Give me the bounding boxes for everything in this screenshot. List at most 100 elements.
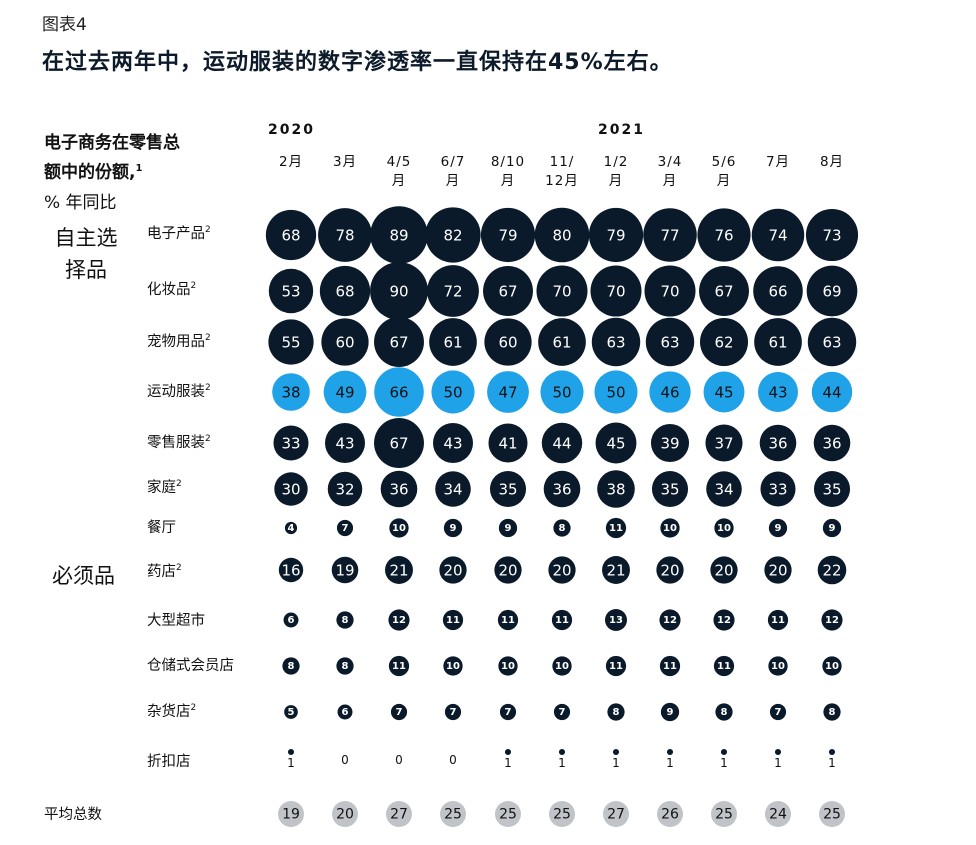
data-bubble-label: 53 — [281, 283, 300, 301]
data-bubble — [282, 657, 300, 675]
average-bubble — [657, 801, 683, 827]
data-bubble — [759, 424, 797, 462]
highlight-bubble — [540, 370, 584, 414]
data-bubble-label: 1 — [720, 756, 728, 770]
year-label-2020: 2020 — [268, 122, 315, 138]
data-bubble-label: 19 — [335, 562, 354, 580]
highlight-bubble-label: 50 — [552, 384, 571, 402]
average-bubble — [549, 801, 575, 827]
data-bubble — [498, 518, 518, 538]
period-label-line2: 月 — [662, 173, 678, 189]
data-bubble-label: 1 — [287, 756, 295, 770]
highlight-bubble-label: 38 — [281, 384, 300, 402]
data-bubble — [602, 556, 630, 584]
period-label-line1: 4/5 — [386, 154, 412, 170]
data-bubble — [822, 518, 842, 538]
data-bubble-label: 13 — [609, 615, 623, 626]
chart-headline: 在过去两年中，运动服装的数字渗透率一直保持在45%左右。 — [42, 50, 673, 75]
data-bubble — [439, 556, 467, 584]
data-bubble — [480, 207, 536, 263]
metric-label-footnote: 1 — [135, 163, 143, 174]
data-bubble-label: 20 — [443, 562, 462, 580]
period-label: 4/5 月 — [373, 153, 425, 191]
data-bubble-label: 30 — [281, 481, 300, 499]
data-bubble-label: 1 — [774, 756, 782, 770]
data-bubble — [558, 748, 566, 756]
period-label-line2: 月 — [500, 173, 516, 189]
metric-label-line2: 额中的份额,1 — [44, 162, 143, 183]
data-bubble — [331, 556, 359, 584]
data-bubble — [644, 265, 696, 317]
data-bubble — [553, 703, 571, 721]
metric-label-line1: 电子商务在零售总 — [44, 133, 180, 153]
data-bubble-label: 63 — [606, 334, 625, 352]
data-bubble — [541, 422, 583, 464]
data-bubble — [337, 704, 353, 720]
data-bubble-label: 11 — [609, 523, 623, 534]
row-label-footnote: 2 — [190, 281, 197, 292]
row-label: 零售服装2 — [147, 431, 211, 452]
data-bubble-label: 8 — [721, 707, 728, 718]
period-label-line1: 3/4 — [657, 154, 683, 170]
data-bubble — [813, 424, 851, 462]
row-label: 仓储式会员店 — [147, 654, 234, 675]
data-bubble — [283, 612, 299, 628]
data-bubble-label: 1 — [558, 756, 566, 770]
data-bubble-label: 11 — [717, 661, 731, 672]
data-bubble-label: 8 — [288, 661, 295, 672]
data-bubble — [660, 518, 680, 538]
row-label-text: 杂货店 — [147, 704, 191, 720]
data-bubble — [821, 609, 843, 631]
data-bubble — [666, 748, 674, 756]
period-label: 2月 — [265, 153, 317, 172]
data-bubble-label: 1 — [504, 756, 512, 770]
period-label-line1: 1/2 — [603, 154, 629, 170]
data-bubble-label: 20 — [660, 562, 679, 580]
average-bubble-label: 25 — [444, 807, 462, 823]
data-bubble — [388, 609, 410, 631]
data-bubble-label: 9 — [667, 707, 674, 718]
data-bubble — [774, 748, 782, 756]
highlight-bubble — [649, 371, 691, 413]
row-label-footnote: 2 — [205, 225, 211, 236]
data-bubble — [699, 266, 749, 316]
average-bubble-label: 27 — [390, 807, 408, 823]
row-label: 杂货店2 — [147, 700, 196, 721]
data-bubble-label: 39 — [660, 435, 679, 453]
data-bubble-label: 89 — [389, 227, 408, 245]
data-bubble — [643, 208, 697, 262]
highlight-bubble — [757, 371, 799, 413]
period-label-line1: 6/7 — [440, 154, 466, 170]
data-bubble-label: 10 — [501, 661, 515, 672]
data-bubble — [660, 702, 680, 722]
group-label-discretionary: 自主选择品 — [54, 226, 118, 282]
data-bubble — [543, 470, 581, 508]
row-label-footnote: 2 — [205, 383, 211, 394]
period-label-line2: 月 — [608, 173, 624, 189]
data-bubble — [715, 703, 733, 721]
data-bubble — [823, 703, 841, 721]
data-bubble-label: 21 — [606, 562, 625, 580]
data-bubble — [278, 557, 304, 583]
average-bubble — [603, 801, 629, 827]
data-bubble-label: 7 — [342, 523, 349, 534]
data-bubble-label: 70 — [660, 283, 679, 301]
data-bubble-label: 10 — [717, 523, 731, 534]
data-bubble-label: 73 — [822, 227, 841, 245]
data-bubble — [538, 318, 586, 366]
row-label-text: 零售服装 — [147, 435, 205, 451]
data-bubble — [805, 208, 859, 262]
average-bubble — [711, 801, 737, 827]
average-bubble — [386, 801, 412, 827]
data-bubble-label: 16 — [281, 562, 300, 580]
row-label: 大型超市 — [147, 609, 205, 630]
data-bubble-label: 63 — [822, 334, 841, 352]
period-label: 6/7 月 — [427, 153, 479, 191]
period-label: 7月 — [752, 153, 804, 172]
data-bubble-label: 0 — [395, 753, 403, 767]
data-bubble — [605, 517, 627, 539]
average-bubble-label: 24 — [769, 807, 787, 823]
data-bubble — [760, 471, 796, 507]
average-bubble-label: 27 — [607, 807, 625, 823]
